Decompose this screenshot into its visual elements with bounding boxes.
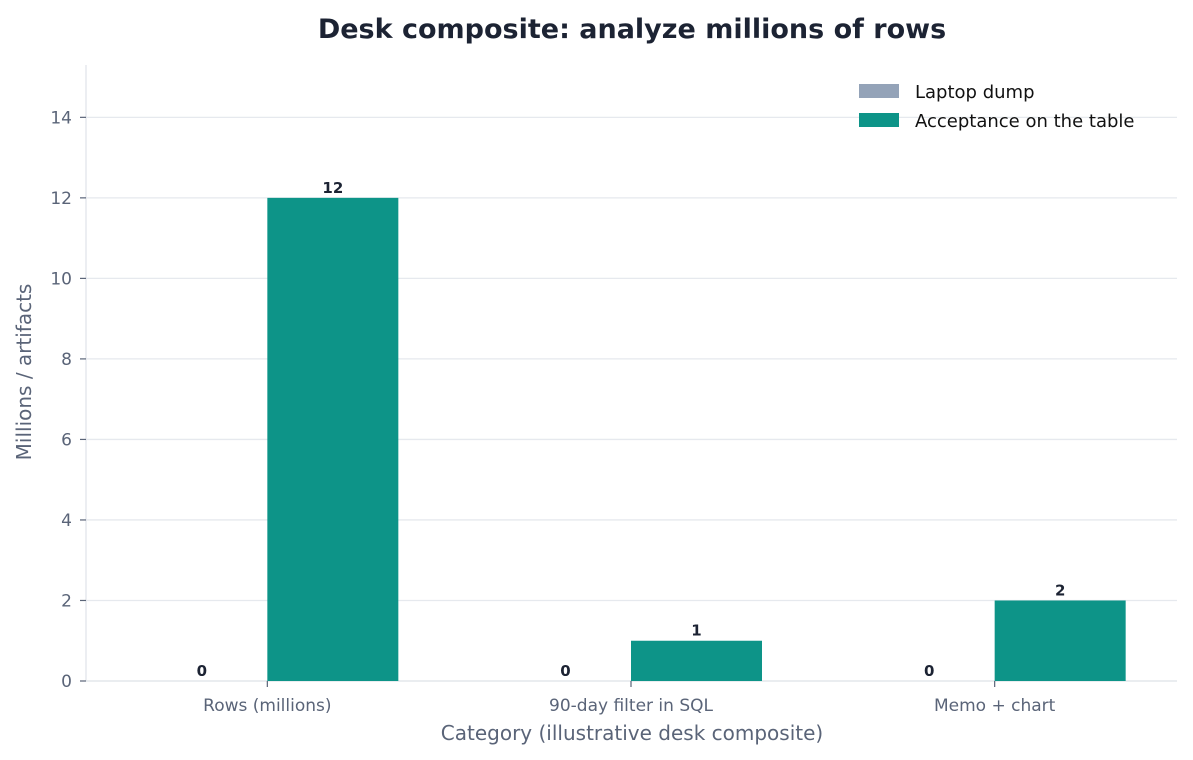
bar-value-label: 12 <box>322 179 343 197</box>
legend: Laptop dump Acceptance on the table <box>859 82 1134 132</box>
y-tick-label: 8 <box>61 350 72 370</box>
legend-label: Acceptance on the table <box>915 111 1134 132</box>
grid <box>86 116 1177 682</box>
x-axis-label: Category (illustrative desk composite) <box>441 721 823 745</box>
bar <box>631 640 762 681</box>
y-tick-label: 2 <box>61 591 72 611</box>
bar <box>994 600 1126 681</box>
bar-value-label: 1 <box>691 622 701 640</box>
x-tick-label: Rows (millions) <box>203 696 331 716</box>
bar-value-label: 0 <box>924 662 934 680</box>
y-tick-label: 0 <box>61 672 72 692</box>
y-ticks: 0 2 4 6 8 10 12 14 <box>50 108 86 692</box>
y-tick-label: 14 <box>50 108 72 128</box>
data-labels: 0 12 0 1 0 2 <box>197 179 1066 680</box>
legend-swatch <box>859 84 899 98</box>
y-axis-label: Millions / artifacts <box>12 284 36 461</box>
bar-value-label: 0 <box>560 662 570 680</box>
y-tick-label: 12 <box>50 189 72 209</box>
bar-value-label: 2 <box>1055 581 1065 599</box>
y-tick-label: 6 <box>61 430 72 450</box>
axes <box>85 65 1177 682</box>
x-ticks: Rows (millions) 90-day filter in SQL Memo … <box>203 681 1056 716</box>
x-tick-label: 90-day filter in SQL <box>549 696 713 716</box>
legend-swatch <box>859 113 899 127</box>
legend-label: Laptop dump <box>915 82 1035 103</box>
y-tick-label: 10 <box>50 269 72 289</box>
chart-title: Desk composite: analyze millions of rows <box>318 14 946 45</box>
bars <box>267 197 1126 682</box>
x-tick-label: Memo + chart <box>934 696 1056 716</box>
y-tick-label: 4 <box>61 511 72 531</box>
bar <box>267 197 399 682</box>
bar-value-label: 0 <box>197 662 207 680</box>
